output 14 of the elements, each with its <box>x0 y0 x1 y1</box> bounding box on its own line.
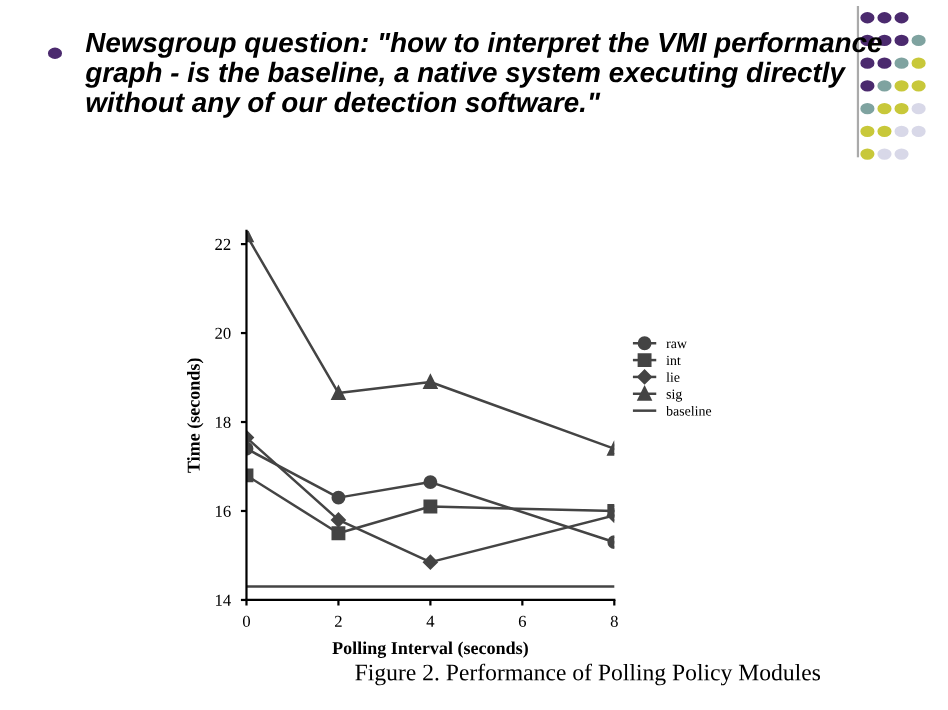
x-axis-title: Polling Interval (seconds) <box>332 641 528 658</box>
y-tick-label: 18 <box>216 416 231 428</box>
x-tick-label: 8 <box>610 615 618 627</box>
y-tick-label: 20 <box>215 327 231 340</box>
x-tick-label: 6 <box>518 615 527 627</box>
y-tick-label: 16 <box>216 505 231 517</box>
x-tick-label: 4 <box>426 615 435 627</box>
chart-title: Newsgroup question: "how to interpret the VMI performance graph - is the baseline, a native system executing directly without any of our detection software." <box>85 31 882 118</box>
y-tick-label: 14 <box>216 594 231 606</box>
y-axis-title: Time (seconds) <box>187 358 204 473</box>
x-tick-label: 0 <box>242 615 251 627</box>
y-tick-label: 22 <box>215 238 231 250</box>
x-tick-label: 2 <box>335 615 342 627</box>
caption: Figure 2. Performance of Polling Policy Modules <box>355 663 821 686</box>
